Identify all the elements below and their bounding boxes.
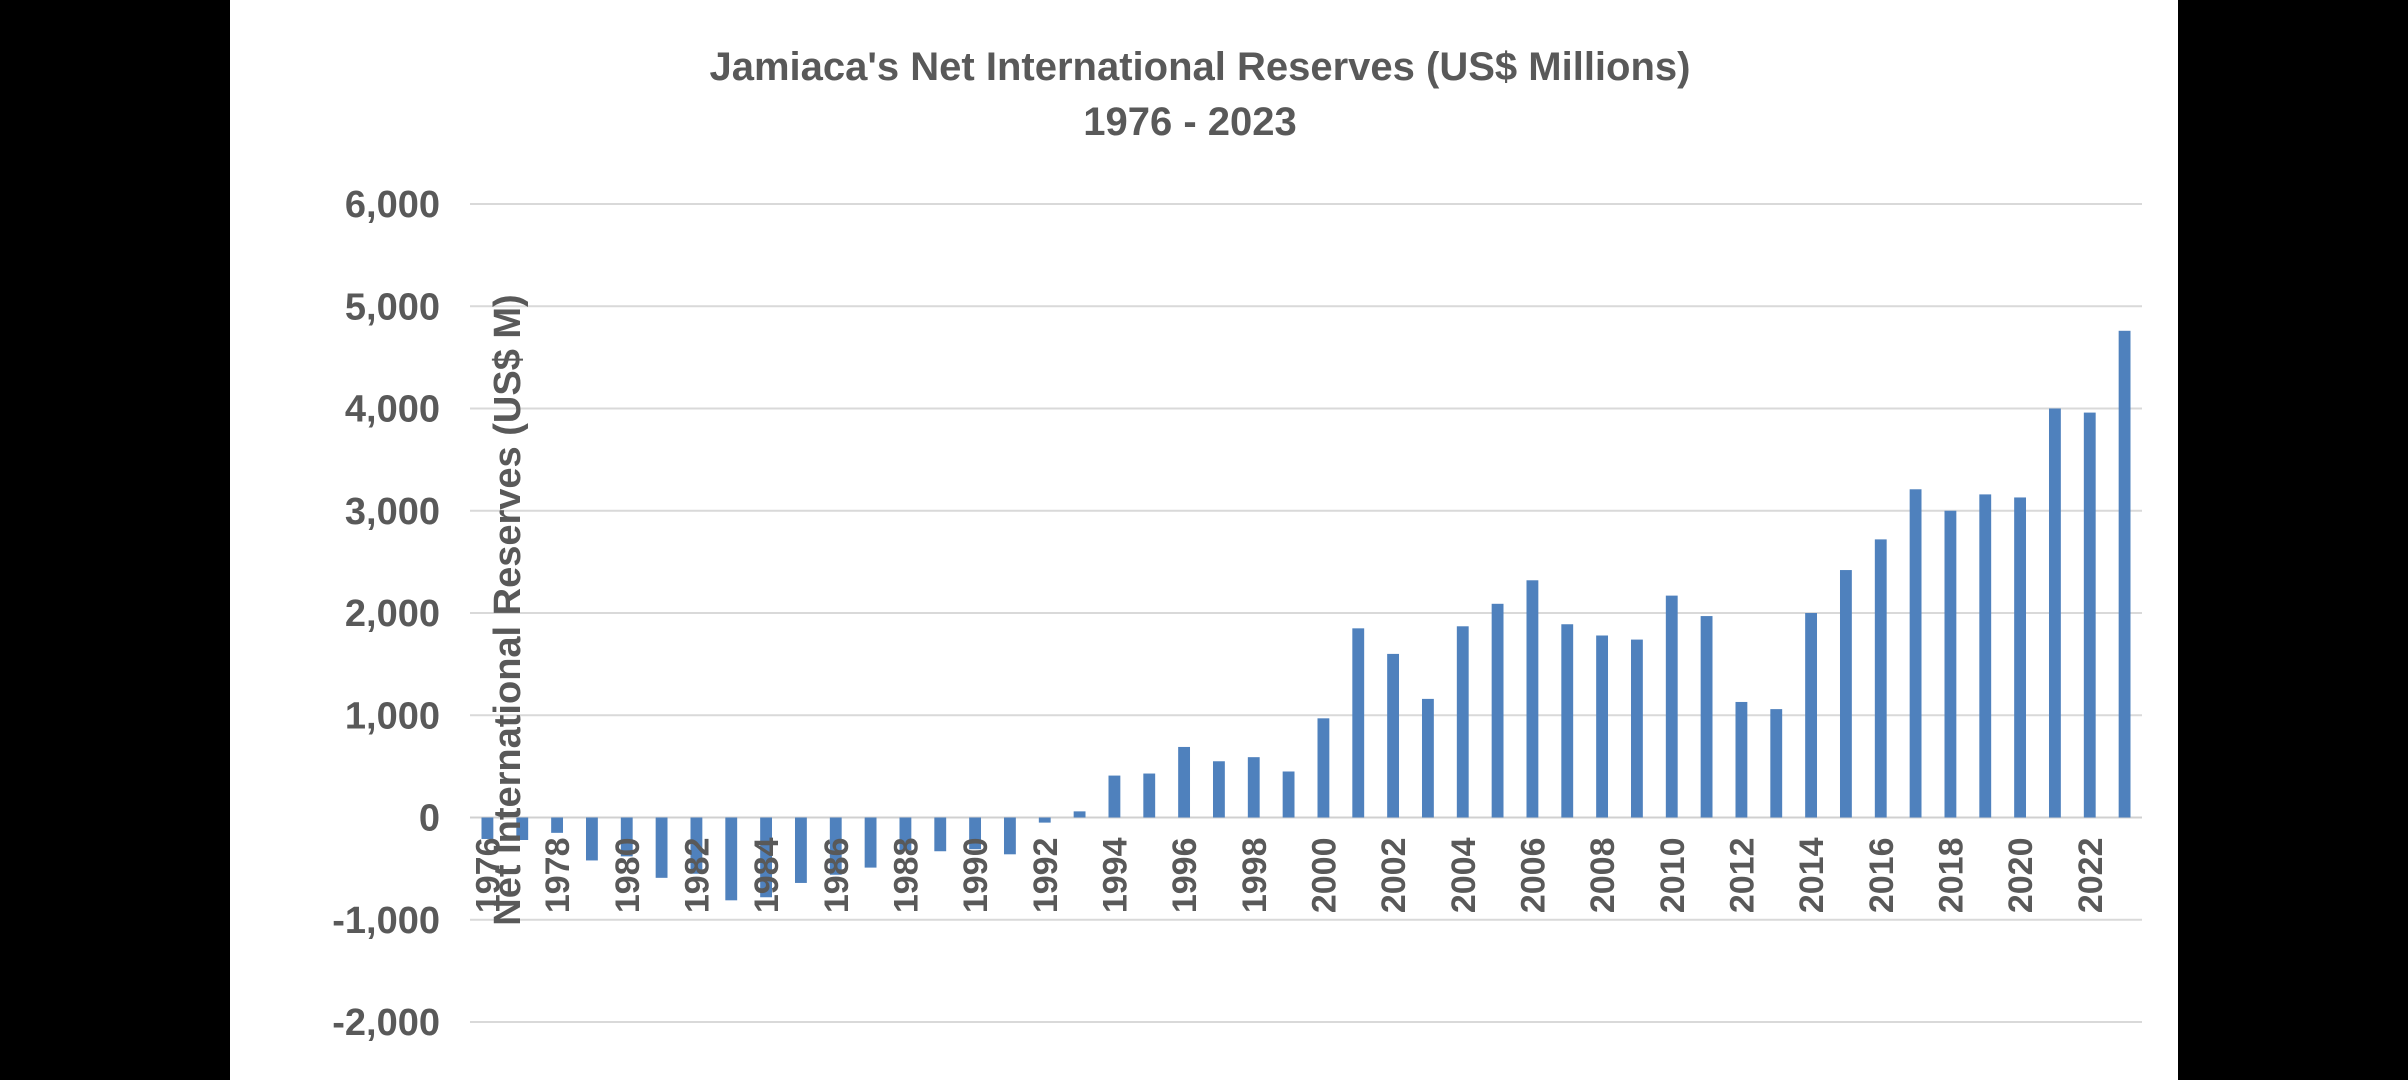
x-tick-label: 1996 [1166,837,1204,913]
bar-2010 [1665,595,1678,818]
bar-2018 [1944,510,1957,818]
bar-1994 [1108,775,1121,818]
x-axis-ticks: 1976 1978 1980 1982 1984 1986 1988 1990 1992 1994… [469,837,2109,913]
bars [481,330,2131,901]
bar-2022 [2083,412,2096,818]
x-tick-label: 2010 [1654,838,1692,914]
y-tick-label: 1,000 [345,695,440,737]
bar-1983 [725,817,738,901]
bar-2013 [1770,709,1783,818]
bar-1978 [551,817,564,833]
y-tick-label: 4,000 [345,389,440,431]
bar-1990 [969,817,982,850]
x-tick-label: 1990 [957,838,995,914]
x-tick-label: 1994 [1096,837,1134,913]
bar-2023 [2118,330,2131,818]
x-tick-label: 2012 [1723,838,1761,914]
bar-1977 [516,817,529,840]
bar-1995 [1143,773,1156,818]
bar-2020 [2014,497,2027,818]
bar-2007 [1561,624,1574,818]
x-tick-label: 1984 [748,837,786,913]
y-tick-label: -2,000 [332,1002,440,1044]
x-tick-label: 1976 [469,838,507,914]
bar-1981 [655,817,668,878]
bar-1984 [760,817,773,898]
bar-2019 [1979,494,1992,818]
bar-1992 [1038,817,1051,823]
bar-1986 [829,817,842,875]
bar-1991 [1003,817,1016,855]
bar-1987 [864,817,877,868]
bar-1985 [794,817,807,883]
y-tick-label: 3,000 [345,491,440,533]
x-tick-label: 2020 [2002,838,2040,914]
x-tick-label: 1986 [818,838,856,914]
x-tick-label: 1988 [887,838,925,914]
bar-2009 [1630,639,1643,818]
bar-1988 [899,817,912,851]
y-tick-label: 0 [419,798,440,840]
bar-2014 [1805,613,1818,818]
bar-2003 [1421,698,1434,818]
bar-1980 [620,817,633,857]
x-tick-label: 2014 [1793,837,1831,913]
chart-title: Jamiaca's Net International Reserves (US… [710,45,1691,89]
x-tick-label: 1982 [678,838,716,914]
x-tick-label: 2002 [1375,838,1413,914]
x-tick-label: 2008 [1584,838,1622,914]
x-tick-label: 2016 [1863,838,1901,914]
bar-2006 [1526,580,1539,818]
bar-2008 [1596,635,1609,818]
bar-2016 [1874,539,1887,818]
x-tick-label: 2018 [1932,838,1970,914]
y-axis-ticks: 6,000 5,000 4,000 3,000 2,000 1,000 0 -1,000 -2,… [332,184,440,1044]
bar-1979 [585,817,598,861]
chart-panel: Jamiaca's Net International Reserves (US… [230,0,2178,1080]
x-tick-label: 1978 [539,838,577,914]
gridlines [470,203,2142,1023]
bar-2011 [1700,616,1713,818]
bar-1976 [481,817,494,839]
bar-2002 [1387,653,1400,818]
y-tick-label: 2,000 [345,593,440,635]
bar-1996 [1178,746,1191,818]
y-axis-title: Net International Reserves (US$ M) [487,294,529,925]
bar-2000 [1317,718,1330,818]
x-tick-label: 1992 [1027,838,1065,914]
bar-2017 [1909,489,1922,818]
bar-2021 [2048,408,2061,818]
bar-1989 [934,817,947,852]
x-tick-label: 2022 [2072,838,2110,914]
bar-1993 [1073,811,1086,818]
x-tick-label: 2006 [1514,838,1552,914]
x-tick-label: 1980 [609,838,647,914]
y-tick-label: -1,000 [332,900,440,942]
bar-2001 [1352,628,1365,818]
bar-2015 [1839,570,1852,818]
bar-1982 [690,817,703,874]
x-tick-label: 2004 [1445,837,1483,913]
y-tick-label: 5,000 [345,286,440,328]
x-tick-label: 2000 [1305,838,1343,914]
bar-2004 [1456,626,1469,818]
y-tick-label: 6,000 [345,184,440,226]
chart-subtitle: 1976 - 2023 [1083,100,1297,144]
bar-1999 [1282,771,1295,818]
bar-chart: Jamiaca's Net International Reserves (US… [332,45,2142,1044]
bar-2012 [1735,701,1748,818]
x-tick-label: 1998 [1236,838,1274,914]
bar-2005 [1491,603,1504,818]
bar-1997 [1212,761,1225,818]
bar-1998 [1247,757,1260,818]
